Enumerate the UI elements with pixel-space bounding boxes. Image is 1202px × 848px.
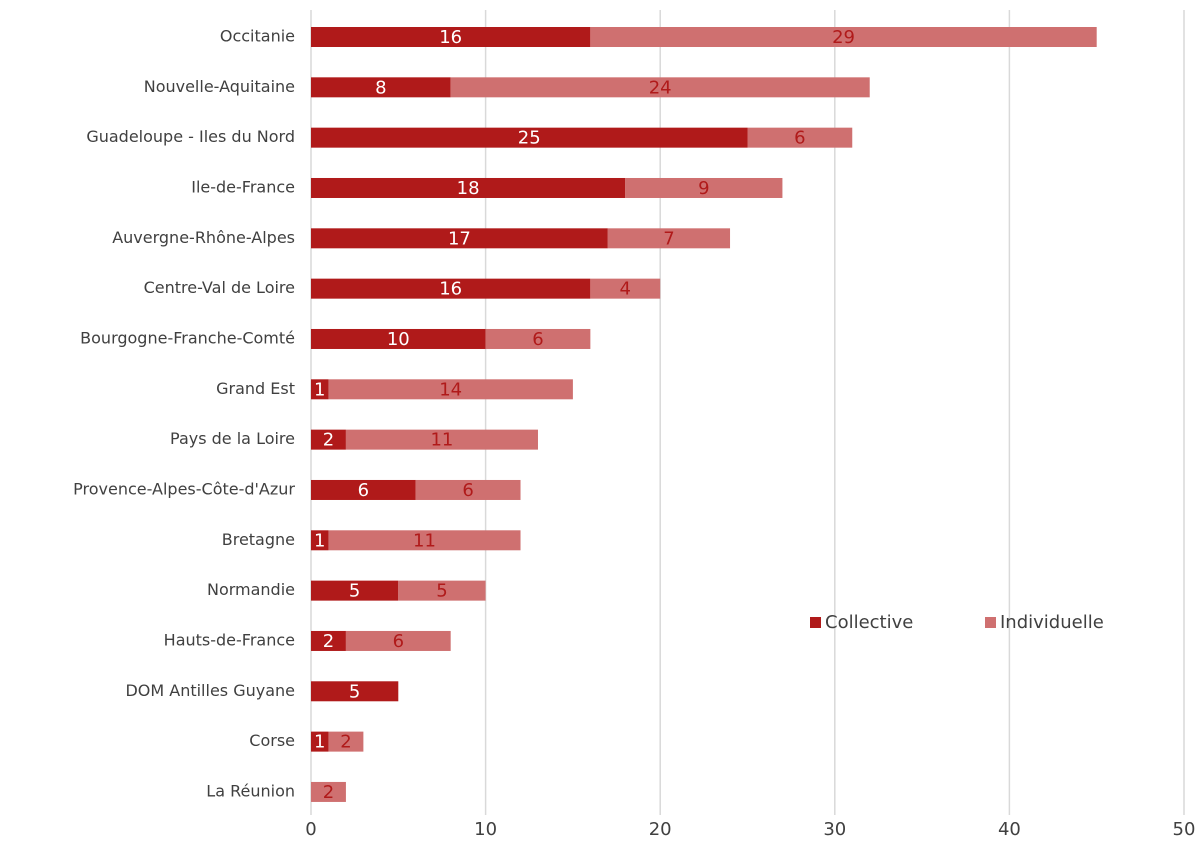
data-label: 17 (448, 228, 471, 249)
data-label: 14 (439, 379, 462, 400)
legend-label: Collective (825, 612, 913, 633)
bar-segment (311, 379, 329, 400)
bar-segment (311, 731, 329, 752)
data-label: 8 (375, 77, 386, 98)
data-label: 5 (349, 581, 360, 602)
data-label: 16 (439, 27, 462, 48)
legend-swatch (985, 617, 996, 628)
y-tick-label: Normandie (207, 580, 295, 599)
legend-label: Individuelle (1000, 612, 1104, 633)
bar-segment (328, 530, 521, 551)
data-label: 6 (532, 329, 543, 350)
y-tick-label: Bretagne (222, 530, 295, 549)
data-label: 18 (457, 178, 480, 199)
data-label: 5 (349, 681, 360, 702)
y-tick-label: Occitanie (220, 27, 295, 46)
y-tick-label: DOM Antilles Guyane (125, 681, 295, 700)
data-label: 4 (620, 279, 631, 300)
data-label: 5 (436, 581, 447, 602)
bar-segment (590, 27, 1097, 47)
x-tick-label: 0 (305, 819, 316, 840)
data-label: 11 (430, 430, 453, 451)
y-tick-label: Guadeloupe - Iles du Nord (86, 127, 295, 146)
x-tick-label: 50 (1173, 819, 1196, 840)
y-tick-label: Pays de la Loire (170, 429, 295, 448)
data-label: 2 (323, 430, 334, 451)
x-tick-label: 20 (649, 819, 672, 840)
data-label: 29 (832, 27, 855, 48)
data-label: 1 (314, 379, 325, 400)
bar-segment (345, 429, 538, 450)
x-tick-label: 10 (474, 819, 497, 840)
data-label: 25 (518, 128, 541, 149)
bar-segment (328, 379, 573, 400)
bar-segment (345, 630, 451, 651)
y-tick-label: Ile-de-France (191, 177, 295, 196)
data-label: 16 (439, 279, 462, 300)
bar-segment (311, 177, 626, 198)
y-tick-label: Provence-Alpes-Côte-d'Azur (73, 479, 295, 498)
data-label: 11 (413, 530, 436, 551)
bar-segment (311, 580, 399, 601)
data-label: 2 (340, 732, 351, 753)
bar-segment (311, 77, 451, 98)
y-tick-label: Centre-Val de Loire (144, 278, 295, 297)
x-tick-label: 30 (823, 819, 846, 840)
data-label: 2 (323, 782, 334, 803)
data-label: 6 (794, 128, 805, 149)
bar-segment (311, 27, 591, 47)
data-label: 6 (462, 480, 473, 501)
data-label: 2 (323, 631, 334, 652)
bar-segment (485, 328, 591, 349)
bar-segment (311, 127, 748, 148)
bar-segment (311, 328, 486, 349)
y-tick-label: Hauts-de-France (164, 630, 295, 649)
bar-segment (607, 228, 731, 249)
data-label: 6 (358, 480, 369, 501)
data-label: 1 (314, 530, 325, 551)
bar-segment (311, 630, 346, 651)
data-label: 9 (698, 178, 709, 199)
data-label: 7 (663, 228, 674, 249)
bar-segment (311, 278, 591, 299)
y-tick-label: Corse (249, 731, 295, 750)
legend-swatch (810, 617, 821, 628)
bar-segment (415, 479, 521, 500)
data-label: 24 (649, 77, 672, 98)
bar-segment (311, 228, 608, 249)
bar-segment (450, 77, 870, 98)
y-tick-label: Bourgogne-Franche-Comté (80, 328, 295, 347)
bar-segment (311, 681, 399, 702)
bar-segment (328, 731, 364, 752)
bar-segment (590, 278, 661, 299)
y-tick-label: La Réunion (206, 781, 295, 800)
x-tick-label: 40 (998, 819, 1021, 840)
bar-segment (747, 127, 853, 148)
y-tick-label: Nouvelle-Aquitaine (144, 77, 295, 96)
data-label: 1 (314, 732, 325, 753)
y-tick-label: Grand Est (216, 379, 295, 398)
bar-segment (311, 479, 416, 500)
y-tick-label: Auvergne-Rhône-Alpes (112, 228, 295, 247)
bar-segment (311, 429, 346, 450)
data-label: 6 (393, 631, 404, 652)
bar-segment (311, 781, 346, 802)
bar-segment (311, 530, 329, 551)
bar-segment (625, 177, 783, 198)
bar-segment (398, 580, 486, 601)
data-label: 10 (387, 329, 410, 350)
